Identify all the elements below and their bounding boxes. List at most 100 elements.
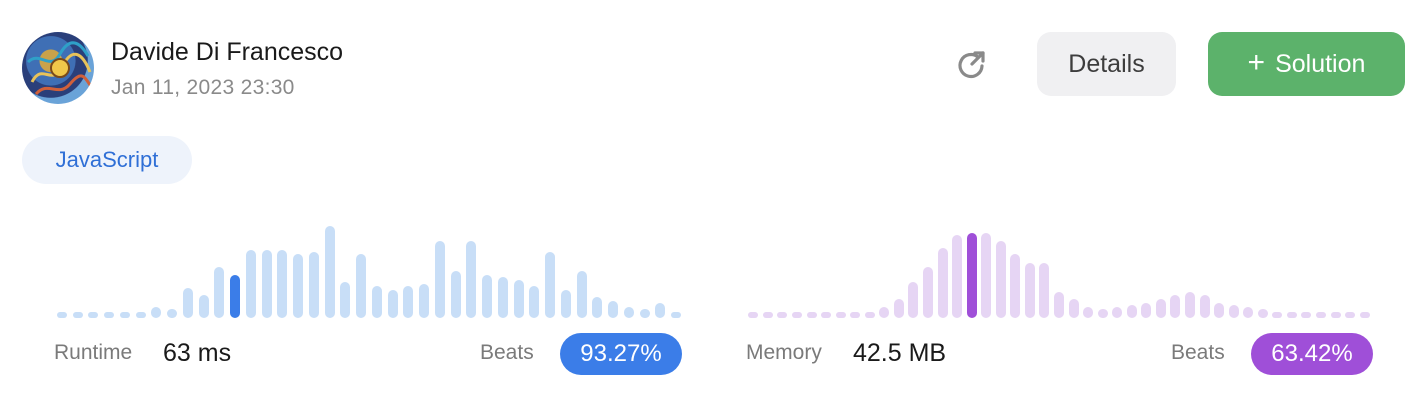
runtime-distribution-bar [560, 290, 571, 318]
runtime-distribution-bar [104, 312, 115, 318]
runtime-distribution-bar [529, 286, 540, 318]
memory-distribution-chart [746, 222, 1372, 318]
runtime-distribution-bar [545, 251, 556, 318]
runtime-distribution-bar [482, 275, 493, 318]
memory-distribution-bar [1024, 262, 1035, 318]
memory-distribution-bar [1359, 311, 1370, 318]
submission-timestamp: Jan 11, 2023 23:30 [111, 76, 295, 99]
memory-distribution-bar [995, 241, 1006, 318]
memory-beats-label: Beats [1171, 341, 1225, 364]
memory-distribution-bar [1330, 311, 1341, 318]
runtime-distribution-bar [434, 241, 445, 318]
plus-icon: + [1247, 45, 1266, 79]
runtime-distribution-bar [277, 249, 288, 318]
memory-distribution-bar [864, 312, 875, 318]
runtime-distribution-bar [608, 300, 619, 318]
runtime-distribution-bar [135, 312, 146, 318]
memory-distribution-bar [922, 266, 933, 318]
memory-distribution-bar [1141, 303, 1152, 318]
memory-distribution-bar [748, 312, 759, 318]
language-tag[interactable]: JavaScript [22, 136, 192, 184]
memory-distribution-bar [762, 312, 773, 318]
runtime-distribution-bar [513, 279, 524, 318]
memory-distribution-bar [966, 232, 977, 318]
memory-distribution-bar [893, 298, 904, 318]
memory-distribution-bar [806, 312, 817, 318]
memory-distribution-bar [835, 312, 846, 318]
runtime-beats-label: Beats [480, 341, 534, 364]
runtime-distribution-bar [671, 312, 682, 318]
memory-label: Memory [746, 341, 822, 364]
solution-button-label: Solution [1275, 49, 1366, 78]
memory-distribution-bar [791, 312, 802, 318]
runtime-distribution-bar [182, 288, 193, 318]
runtime-distribution-bar [623, 307, 634, 318]
memory-distribution-bar [821, 312, 832, 318]
runtime-distribution-bar [198, 294, 209, 318]
add-solution-button[interactable]: + Solution [1208, 32, 1405, 96]
runtime-value: 63 ms [163, 339, 232, 367]
memory-distribution-bar [850, 312, 861, 318]
runtime-distribution-bar [639, 309, 650, 318]
memory-value: 42.5 MB [853, 339, 947, 367]
memory-distribution-bar [1316, 311, 1327, 318]
runtime-distribution-bar [308, 251, 319, 318]
runtime-distribution-bar [371, 286, 382, 318]
runtime-distribution-bar [293, 254, 304, 318]
memory-distribution-bar [1039, 262, 1050, 318]
memory-distribution-bar [1228, 305, 1239, 318]
runtime-distribution-bar [356, 254, 367, 318]
runtime-distribution-bar [56, 312, 67, 318]
memory-distribution-bar [1155, 298, 1166, 318]
runtime-distribution-bar [592, 296, 603, 318]
runtime-beats-badge: 93.27% [560, 333, 682, 375]
memory-distribution-bar [908, 281, 919, 318]
runtime-distribution-bar [340, 281, 351, 318]
runtime-distribution-chart [54, 222, 684, 318]
runtime-distribution-bar [324, 226, 335, 318]
runtime-distribution-bar [88, 312, 99, 318]
details-button[interactable]: Details [1037, 32, 1176, 96]
memory-distribution-bar [1126, 305, 1137, 318]
memory-distribution-bar [981, 232, 992, 318]
runtime-distribution-bar [167, 309, 178, 318]
runtime-distribution-bar [403, 286, 414, 318]
memory-distribution-bar [1301, 311, 1312, 318]
memory-distribution-bar [1185, 292, 1196, 318]
memory-distribution-bar [937, 247, 948, 318]
avatar-image [26, 41, 94, 96]
memory-distribution-bar [1097, 309, 1108, 318]
memory-distribution-bar [1243, 307, 1254, 318]
runtime-distribution-bar [245, 249, 256, 318]
share-button[interactable] [953, 47, 989, 83]
runtime-distribution-bar [466, 241, 477, 318]
memory-distribution-bar [952, 234, 963, 318]
runtime-label: Runtime [54, 341, 133, 364]
memory-distribution-bar [879, 307, 890, 318]
memory-distribution-bar [1054, 292, 1064, 318]
memory-distribution-bar [1272, 311, 1283, 318]
runtime-distribution-bar [387, 290, 398, 318]
memory-distribution-bar [777, 312, 788, 318]
runtime-distribution-bar [214, 266, 225, 318]
memory-distribution-bar [1199, 294, 1210, 318]
runtime-distribution-bar [419, 283, 430, 318]
runtime-distribution-bar [576, 271, 587, 318]
memory-distribution-bar [1083, 307, 1094, 318]
runtime-distribution-bar [655, 303, 666, 318]
runtime-distribution-bar [119, 312, 130, 318]
memory-distribution-bar [1345, 311, 1356, 318]
runtime-distribution-bar [151, 307, 162, 318]
memory-distribution-bar [1068, 298, 1079, 318]
user-name[interactable]: Davide Di Francesco [111, 38, 344, 66]
memory-beats-badge: 63.42% [1251, 333, 1373, 375]
memory-distribution-bar [1257, 309, 1268, 318]
avatar[interactable] [22, 32, 94, 104]
memory-distribution-bar [1170, 294, 1181, 318]
memory-distribution-bar [1112, 307, 1123, 318]
memory-distribution-bar [1214, 303, 1225, 318]
runtime-distribution-bar [497, 277, 508, 318]
share-icon [958, 51, 985, 79]
runtime-distribution-bar [261, 249, 272, 318]
memory-distribution-bar [1286, 311, 1297, 318]
